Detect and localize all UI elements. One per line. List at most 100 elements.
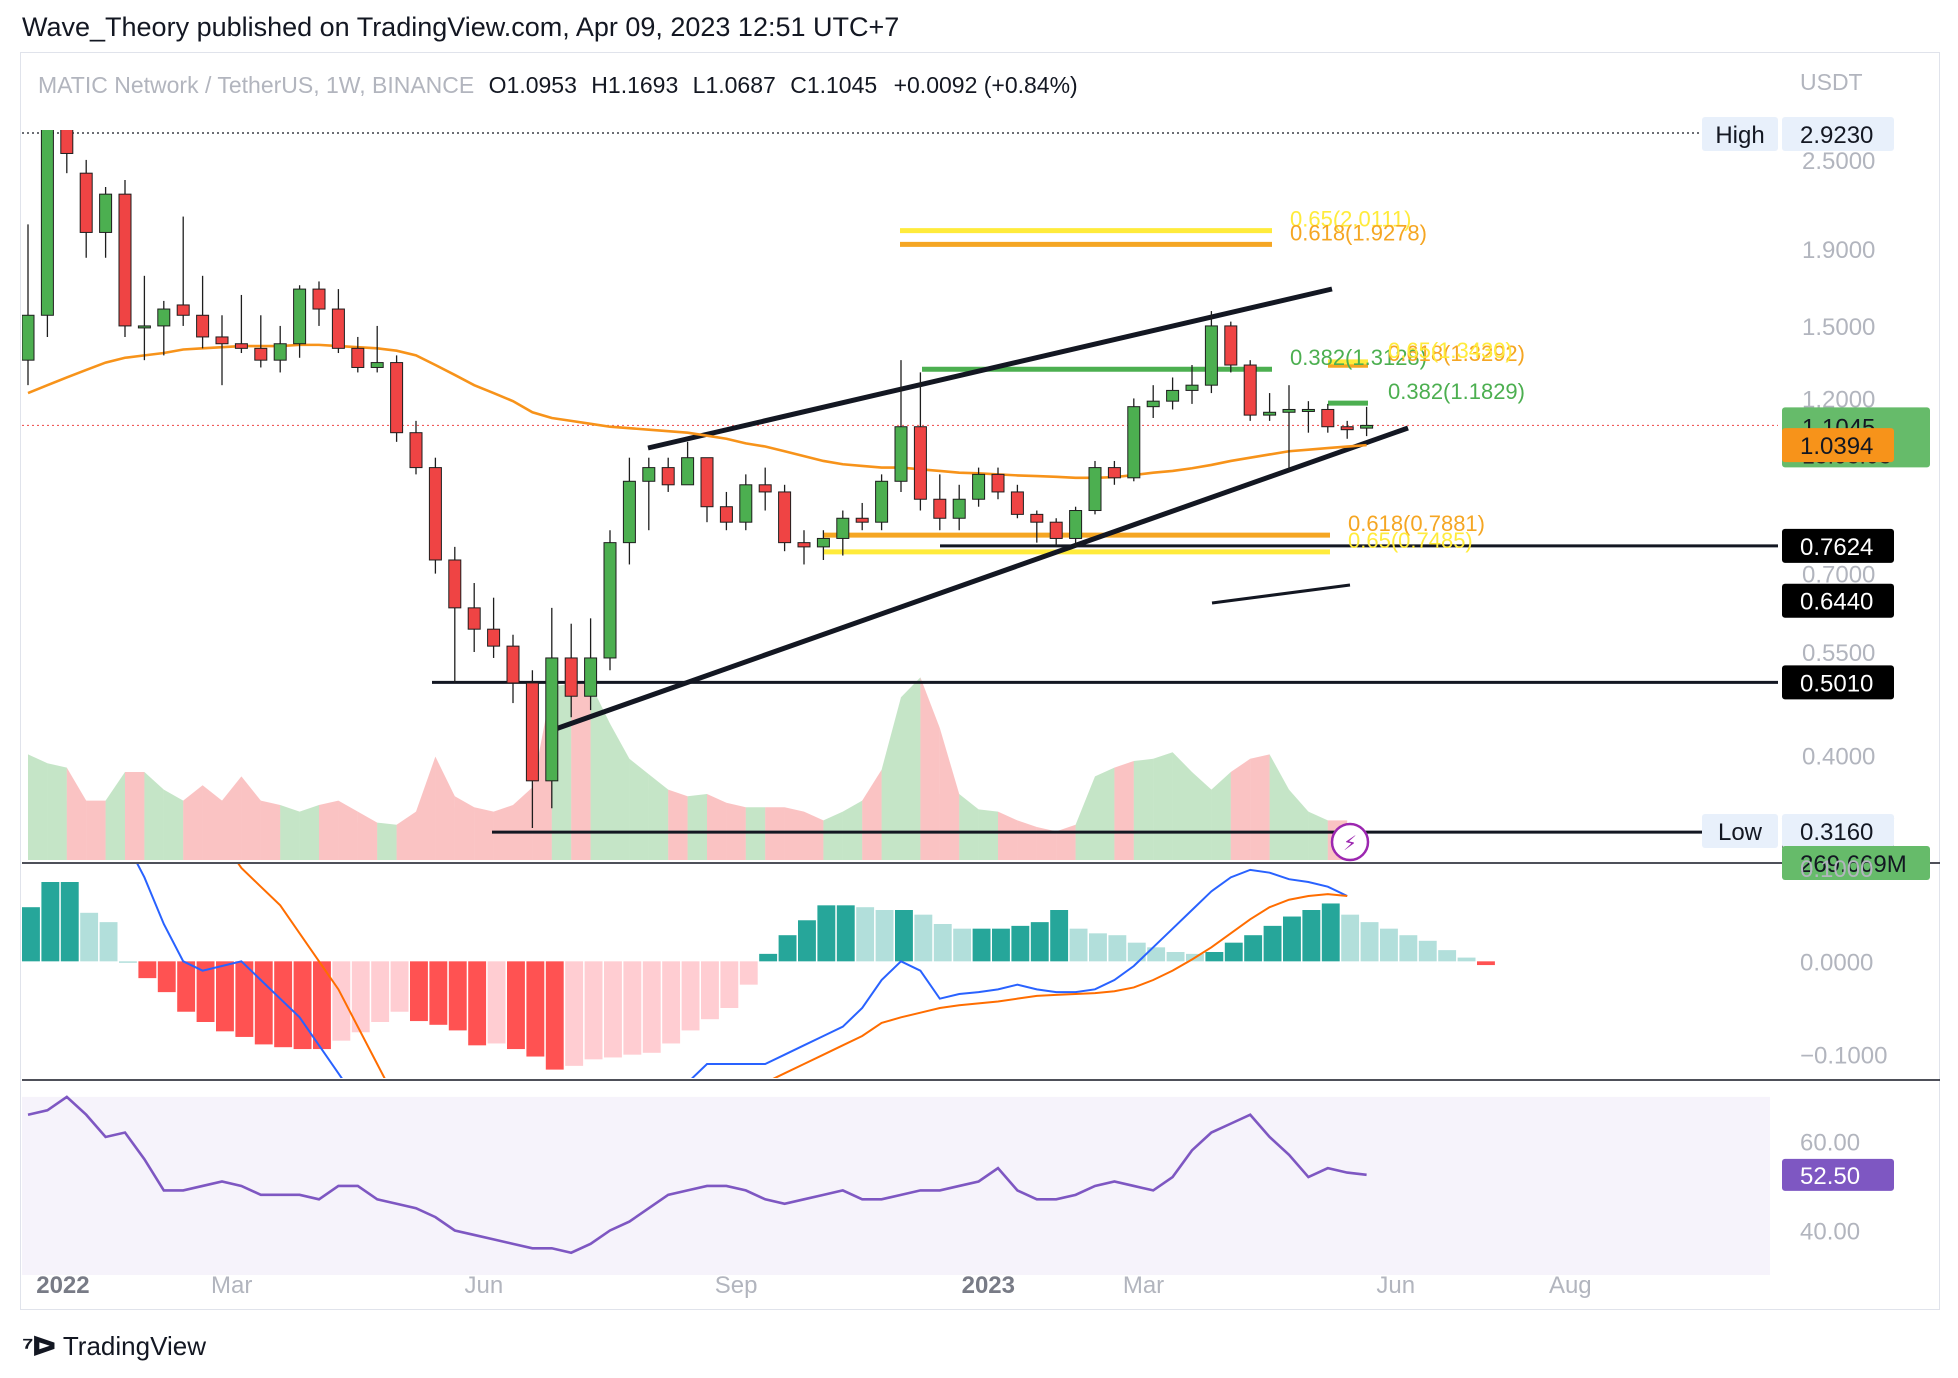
volume-area-segment bbox=[571, 684, 591, 860]
fib-label: 0.382(1.3128) bbox=[1290, 345, 1427, 370]
volume-area-segment bbox=[338, 800, 358, 860]
time-axis-label: 2022 bbox=[36, 1272, 89, 1299]
candle-body bbox=[79, 172, 93, 233]
candle-body bbox=[1263, 411, 1277, 416]
macd-histogram-bar bbox=[1030, 922, 1049, 962]
candle-body bbox=[487, 628, 501, 647]
volume-area-segment bbox=[474, 807, 494, 860]
level-tag-0.5010 bbox=[1782, 665, 1894, 700]
candle-body bbox=[1340, 426, 1354, 431]
macd-histogram-bar bbox=[22, 907, 40, 962]
time-axis-label: 2023 bbox=[962, 1272, 1015, 1299]
candle-body bbox=[1243, 364, 1257, 416]
candle-body bbox=[836, 517, 850, 539]
candle-body bbox=[448, 559, 462, 609]
tradingview-brand-text: TradingView bbox=[62, 1331, 206, 1361]
candle-body bbox=[370, 362, 384, 368]
macd-histogram-bar bbox=[1321, 903, 1340, 962]
macd-histogram-bar bbox=[914, 914, 933, 962]
macd-tick-label: 0.0000 bbox=[1800, 949, 1873, 976]
macd-histogram-bar bbox=[332, 961, 351, 1041]
candle-body bbox=[234, 343, 248, 349]
volume-tag-value: 269.669M bbox=[1800, 851, 1907, 878]
fib-label: 0.382(1.1829) bbox=[1388, 379, 1525, 404]
close-value: 1.1045 bbox=[806, 72, 878, 98]
macd-histogram-bar bbox=[778, 935, 797, 962]
candle-body bbox=[1010, 491, 1024, 515]
macd-histogram-bar bbox=[1050, 910, 1069, 962]
volume-area-segment bbox=[862, 769, 882, 860]
volume-area-segment bbox=[1192, 772, 1212, 860]
ema-value-tag-value: 1.0394 bbox=[1800, 433, 1873, 460]
macd-histogram-bar bbox=[681, 961, 700, 1031]
candle-body bbox=[1069, 510, 1083, 539]
macd-histogram-bar bbox=[972, 928, 991, 962]
candle-body bbox=[118, 193, 132, 327]
rsi-line bbox=[27, 1095, 1367, 1255]
open-value: 1.0953 bbox=[506, 72, 577, 98]
time-axis-label: Mar bbox=[1123, 1272, 1164, 1299]
macd-histogram-bar bbox=[992, 928, 1010, 962]
macd-histogram-bar bbox=[584, 961, 603, 1060]
price-tick-label: 1.9000 bbox=[1802, 237, 1875, 264]
candle-body bbox=[467, 607, 481, 630]
candle-body bbox=[545, 657, 559, 782]
macd-histogram-bar bbox=[623, 961, 642, 1055]
ema-line bbox=[27, 343, 1367, 480]
high-level-tag-caption: High bbox=[1715, 122, 1764, 149]
candle-body bbox=[952, 498, 966, 519]
low-level-tag-caption: Low bbox=[1718, 819, 1763, 846]
macd-histogram-bar bbox=[429, 961, 448, 1025]
macd-histogram-bar bbox=[177, 961, 196, 1012]
main-pane: 0.65(2.0111)0.618(1.9278)0.382(1.3128)0.… bbox=[22, 130, 1778, 862]
candle-body bbox=[293, 288, 307, 345]
candle-body bbox=[739, 484, 753, 523]
volume-area-segment bbox=[901, 677, 921, 860]
volume-area-segment bbox=[1230, 758, 1251, 860]
candle-body bbox=[778, 491, 792, 544]
macd-histogram-bar bbox=[448, 961, 467, 1031]
low-value: 1.0687 bbox=[705, 72, 776, 98]
macd-histogram-bar bbox=[1477, 961, 1495, 966]
macd-histogram-bar bbox=[80, 912, 99, 962]
volume-area-segment bbox=[842, 800, 863, 860]
rsi-pane bbox=[22, 1095, 1770, 1275]
macd-histogram-bar bbox=[856, 907, 875, 962]
high-value: 1.1693 bbox=[607, 72, 679, 98]
candle-body bbox=[273, 343, 287, 361]
candle-body bbox=[797, 542, 811, 548]
macd-histogram-bar bbox=[701, 961, 719, 1020]
time-axis-label: Jun bbox=[1376, 1272, 1415, 1299]
level-tag-0.6440-value: 0.6440 bbox=[1800, 589, 1873, 616]
candle-body bbox=[1088, 467, 1102, 512]
tradingview-logo[interactable]: ⁷ᐅ TradingView bbox=[22, 1330, 206, 1363]
publisher-line: Wave_Theory published on TradingView.com… bbox=[22, 12, 900, 42]
candle-body bbox=[758, 484, 772, 493]
candle-body bbox=[40, 130, 54, 316]
macd-histogram-bar bbox=[1244, 935, 1263, 962]
high-level-tag-caption-box bbox=[1702, 117, 1778, 151]
macd-histogram-bar bbox=[1457, 957, 1476, 962]
symbol-name[interactable]: MATIC Network / TetherUS, 1W, BINANCE bbox=[38, 72, 475, 98]
macd-histogram-bar bbox=[526, 961, 545, 1057]
macd-histogram-bar bbox=[565, 961, 584, 1066]
volume-area-segment bbox=[454, 796, 475, 860]
candle-body bbox=[409, 432, 423, 469]
volume-area-segment bbox=[222, 776, 242, 860]
volume-area-segment bbox=[357, 811, 378, 860]
volume-area-segment bbox=[1133, 758, 1154, 860]
candle-body bbox=[584, 657, 598, 697]
candle-body bbox=[525, 682, 539, 782]
volume-area-segment bbox=[765, 807, 785, 860]
macd-histogram-bar bbox=[1166, 952, 1185, 962]
volume-area-segment bbox=[804, 811, 824, 860]
alert-lightning-icon-glyph: ⚡ bbox=[1343, 833, 1357, 855]
candle-body bbox=[1321, 408, 1335, 428]
candle-body bbox=[681, 457, 695, 486]
alert-lightning-icon-ring bbox=[1330, 822, 1370, 862]
level-tag-0.6440 bbox=[1782, 583, 1894, 618]
macd-histogram-bar bbox=[720, 961, 739, 1008]
volume-area-segment bbox=[978, 809, 998, 860]
candle-body bbox=[1166, 389, 1180, 402]
